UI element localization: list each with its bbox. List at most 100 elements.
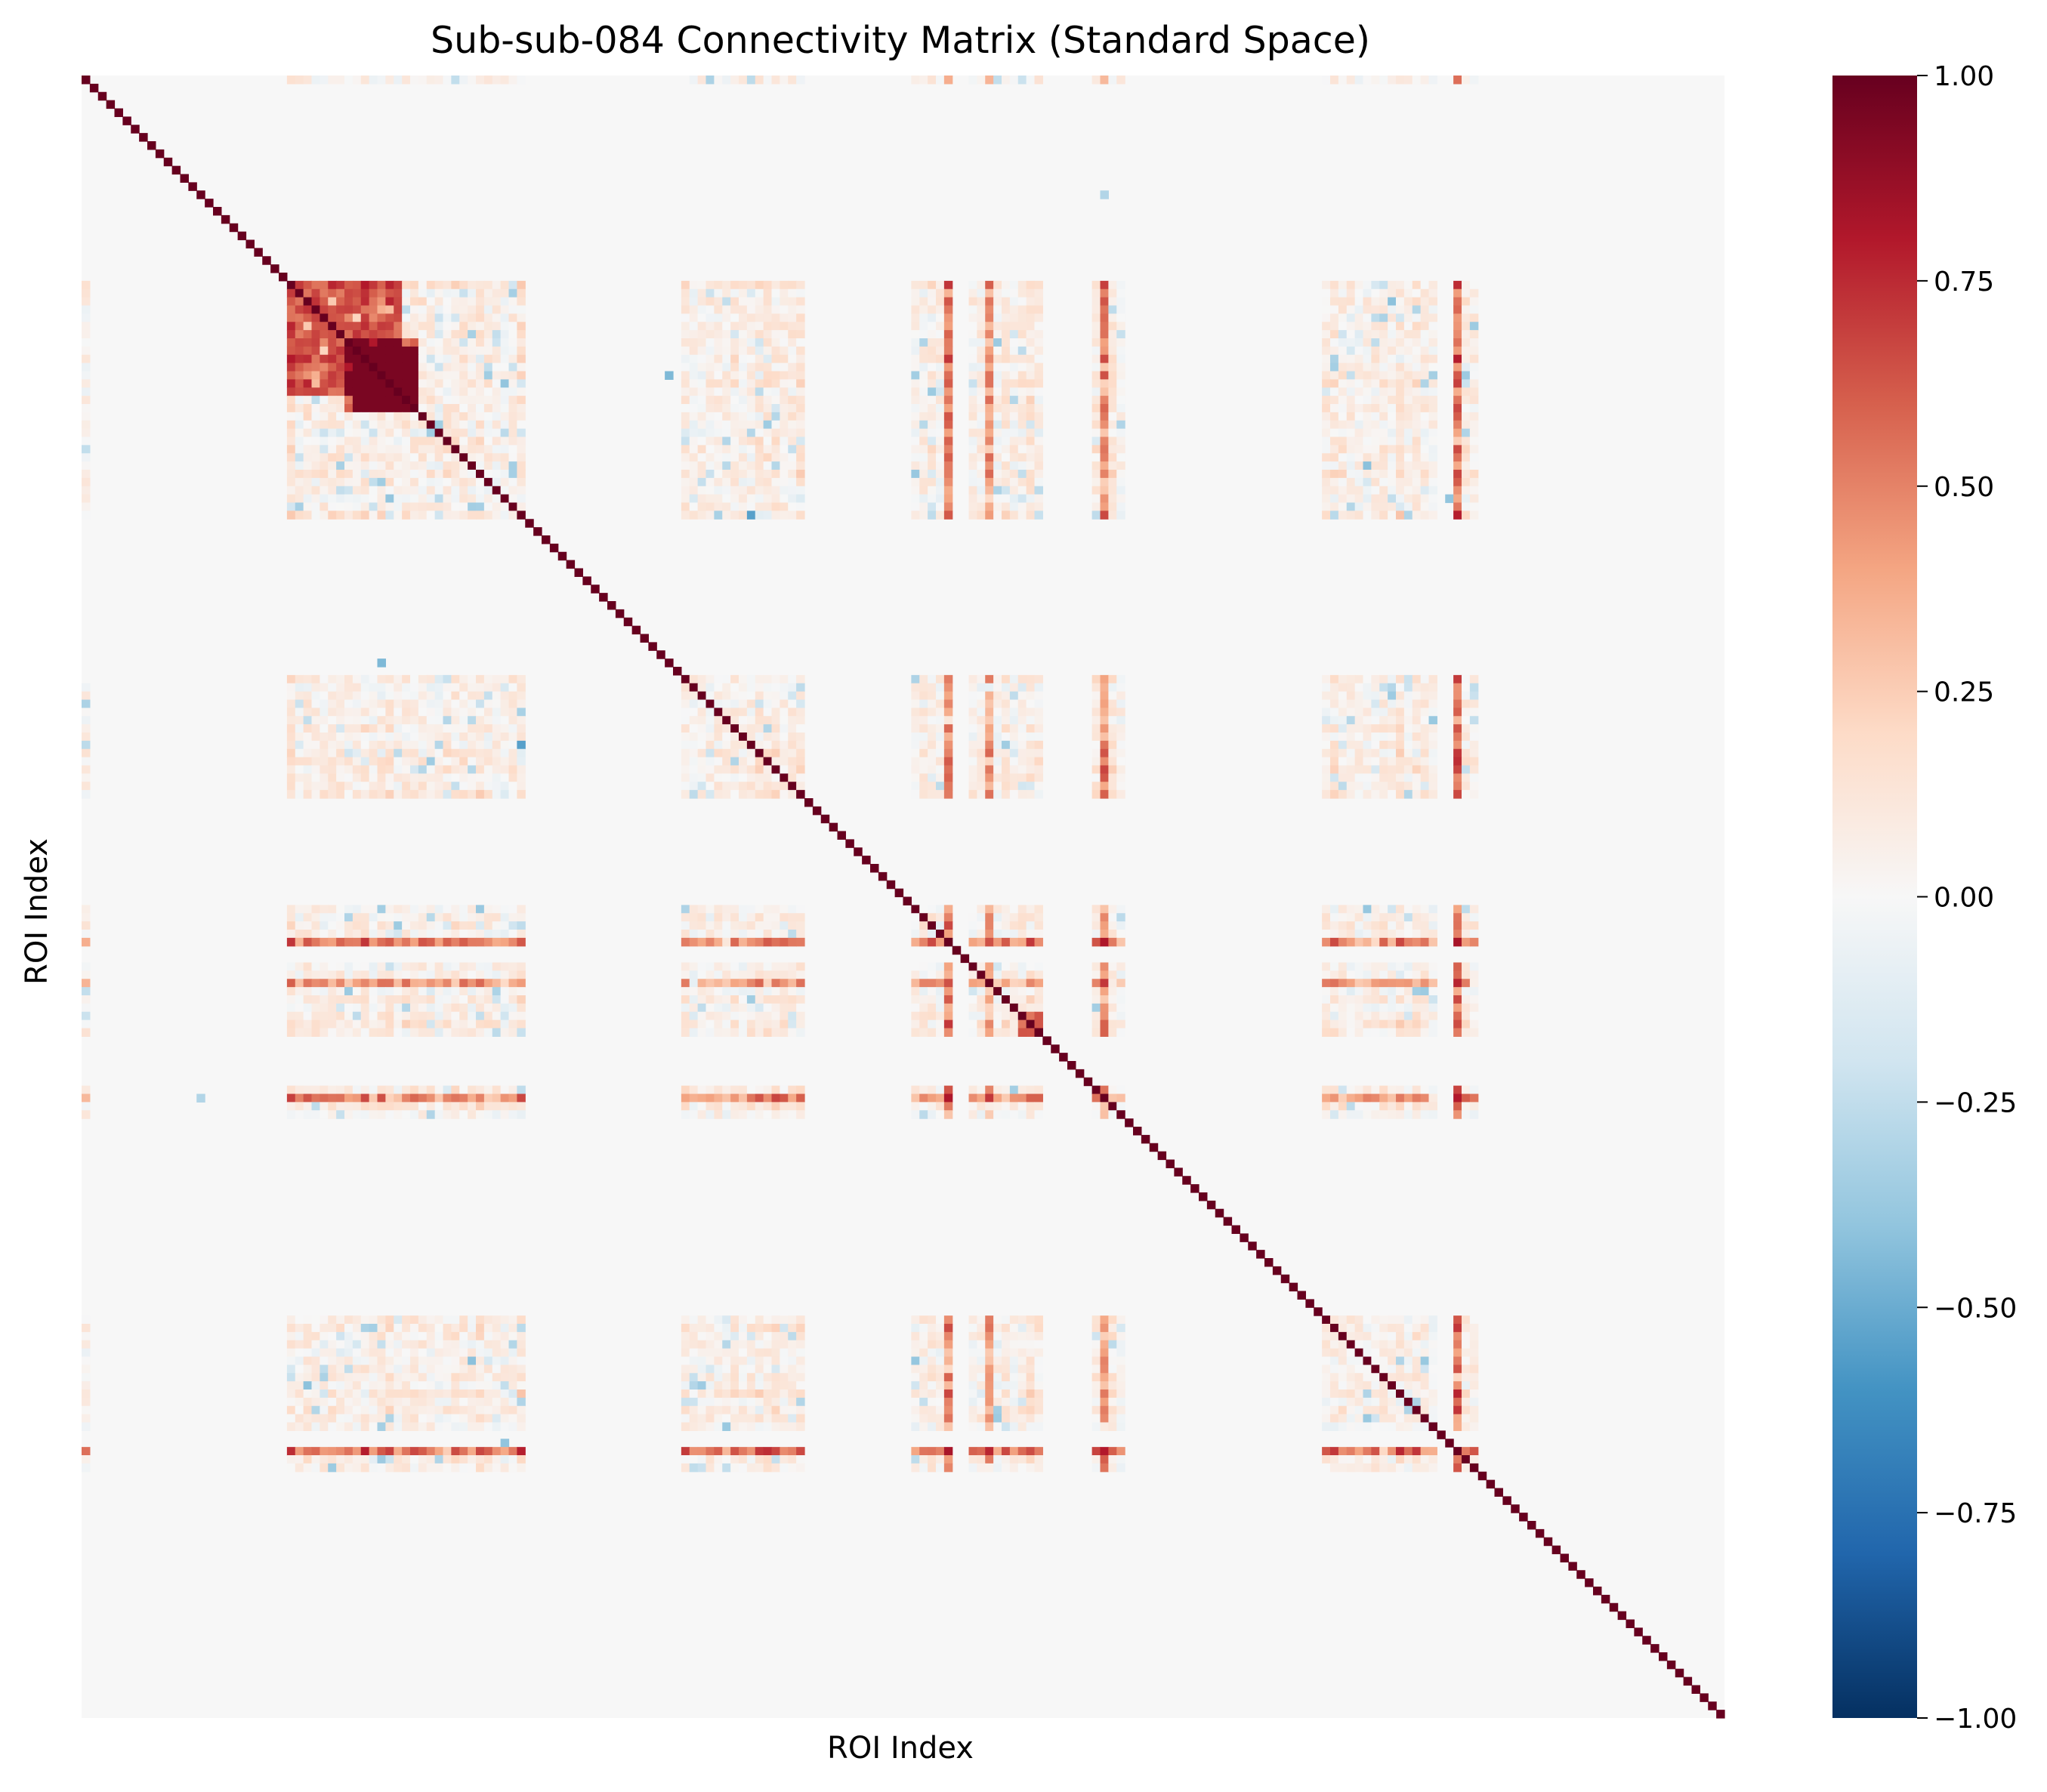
heatmap-cell xyxy=(443,937,452,947)
heatmap-cell xyxy=(418,691,428,701)
heatmap-cell xyxy=(426,346,436,356)
heatmap-cell xyxy=(1469,1019,1479,1029)
heatmap-cell xyxy=(1420,782,1430,791)
heatmap-cell xyxy=(1330,362,1339,372)
heatmap-cell xyxy=(402,987,411,996)
heatmap-cell xyxy=(1403,708,1413,717)
heatmap-cell xyxy=(1108,330,1117,339)
heatmap-cell xyxy=(426,354,436,364)
heatmap-cell xyxy=(1412,708,1422,717)
heatmap-cell xyxy=(443,724,452,733)
heatmap-cell xyxy=(1453,765,1462,774)
heatmap-cell xyxy=(1108,338,1117,347)
heatmap-cell xyxy=(1338,453,1348,462)
heatmap-cell xyxy=(1371,477,1380,487)
heatmap-cell xyxy=(1354,387,1364,396)
heatmap-cell xyxy=(1346,494,1356,504)
heatmap-cell xyxy=(936,494,945,504)
heatmap-cell xyxy=(689,387,699,396)
heatmap-cell xyxy=(451,313,460,322)
heatmap-cell xyxy=(1091,683,1101,692)
heatmap-cell xyxy=(476,412,485,421)
heatmap-cell xyxy=(968,330,977,339)
heatmap-cell xyxy=(311,305,320,314)
heatmap-cell xyxy=(377,1019,386,1029)
heatmap-cell xyxy=(771,486,780,495)
heatmap-cell xyxy=(673,667,682,676)
heatmap-cell xyxy=(328,453,337,462)
heatmap-cell xyxy=(968,453,977,462)
heatmap-cell xyxy=(788,305,797,314)
heatmap-cell xyxy=(459,280,468,290)
heatmap-cell xyxy=(1462,716,1471,725)
heatmap-cell xyxy=(286,428,296,438)
heatmap-cell xyxy=(1338,280,1348,290)
heatmap-cell xyxy=(730,322,739,331)
heatmap-cell xyxy=(1371,683,1380,692)
heatmap-cell xyxy=(780,1028,789,1037)
heatmap-cell xyxy=(320,379,329,388)
heatmap-cell xyxy=(1100,1019,1109,1029)
heatmap-cell xyxy=(352,396,362,405)
heatmap-cell xyxy=(1363,748,1372,758)
heatmap-cell xyxy=(402,396,411,405)
heatmap-cell xyxy=(812,806,822,816)
heatmap-cell xyxy=(360,322,370,331)
heatmap-cell xyxy=(295,1102,304,1111)
heatmap-cell xyxy=(919,905,928,914)
heatmap-cell xyxy=(936,322,945,331)
heatmap-cell xyxy=(1017,354,1027,364)
heatmap-cell xyxy=(451,502,460,511)
heatmap-cell xyxy=(1412,338,1422,347)
heatmap-cell xyxy=(352,412,362,421)
heatmap-cell xyxy=(336,322,345,331)
heatmap-cell xyxy=(1453,362,1462,372)
heatmap-cell xyxy=(1346,995,1356,1004)
heatmap-cell xyxy=(993,913,1002,922)
heatmap-cell xyxy=(1330,502,1339,511)
heatmap-cell xyxy=(705,297,715,307)
heatmap-cell xyxy=(1322,748,1331,758)
heatmap-cell xyxy=(286,987,296,996)
heatmap-cell xyxy=(1034,724,1043,733)
heatmap-cell xyxy=(369,494,378,504)
heatmap-cell xyxy=(1412,502,1422,511)
heatmap-cell xyxy=(328,1011,337,1021)
heatmap-cell xyxy=(82,699,91,708)
heatmap-cell xyxy=(1363,733,1372,742)
heatmap-cell xyxy=(1009,979,1019,988)
heatmap-cell xyxy=(1346,937,1356,947)
heatmap-cell xyxy=(985,905,994,914)
heatmap-cell xyxy=(730,733,739,742)
heatmap-cell xyxy=(303,445,313,454)
heatmap-cell xyxy=(1354,765,1364,774)
heatmap-cell xyxy=(295,477,304,487)
heatmap-cell xyxy=(722,436,731,446)
heatmap-cell xyxy=(295,782,304,791)
heatmap-cell xyxy=(1346,486,1356,495)
heatmap-cell xyxy=(394,1019,403,1029)
heatmap-cell xyxy=(714,699,723,708)
heatmap-cell xyxy=(1346,1011,1356,1021)
heatmap-cell xyxy=(739,716,748,725)
heatmap-cell xyxy=(303,708,313,717)
heatmap-cell xyxy=(459,1093,468,1103)
heatmap-cell xyxy=(1388,1085,1397,1095)
heatmap-cell xyxy=(1108,765,1117,774)
heatmap-cell xyxy=(468,782,477,791)
heatmap-cell xyxy=(968,379,977,388)
heatmap-cell xyxy=(311,379,320,388)
heatmap-cell xyxy=(1388,970,1397,979)
heatmap-cell xyxy=(1379,782,1388,791)
heatmap-cell xyxy=(517,1011,526,1021)
heatmap-cell xyxy=(911,322,920,331)
heatmap-cell xyxy=(1420,346,1430,356)
heatmap-cell xyxy=(763,740,773,750)
heatmap-cell xyxy=(286,494,296,504)
heatmap-cell xyxy=(1469,1093,1479,1103)
heatmap-cell xyxy=(1403,979,1413,988)
heatmap-cell xyxy=(746,683,756,692)
heatmap-cell xyxy=(82,962,91,971)
heatmap-cell xyxy=(360,733,370,742)
heatmap-cell xyxy=(1017,740,1027,750)
